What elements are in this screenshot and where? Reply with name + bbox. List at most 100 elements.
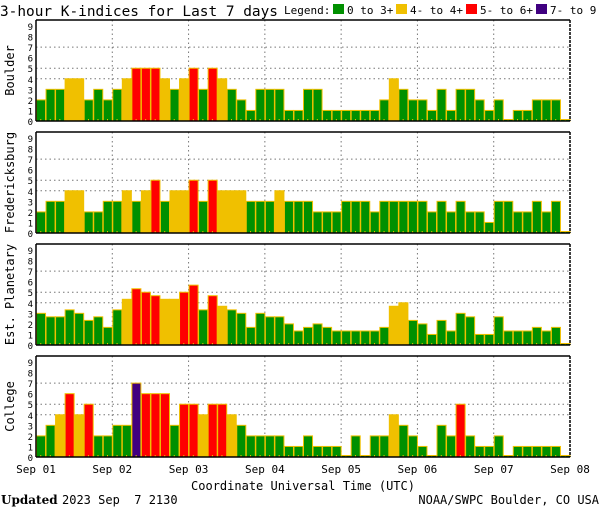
bar-tick [517,231,519,233]
legend-swatch-green [333,4,344,14]
bar [522,330,533,346]
bar-tick [230,119,232,121]
bar [93,435,104,458]
bar [550,326,561,346]
bar-tick [288,231,290,233]
bar-tick [87,119,89,121]
bar [102,200,113,234]
y-tick-label: 7 [28,156,33,166]
bar-tick [345,119,347,121]
bar-tick [87,231,89,233]
bar-tick [478,343,480,345]
bar-tick [49,231,51,233]
bar-tick [545,119,547,121]
bar-tick [297,455,299,457]
chart-title: 3-hour K-indices for Last 7 days [0,4,278,20]
bar-tick [269,343,271,345]
bar [131,67,142,122]
bar [369,211,380,234]
y-tick-label: 5 [28,289,33,299]
bar-tick [402,343,404,345]
legend-item-2: 5- to 6+ [480,4,533,17]
bar [64,393,75,458]
bar-tick [221,119,223,121]
bar-tick [307,455,309,457]
bar [121,298,132,346]
bar [217,305,228,346]
bar [379,326,390,346]
bar [112,424,123,458]
bar [303,200,314,234]
bar [236,424,247,458]
bar-tick [250,119,252,121]
bar-tick [345,343,347,345]
bar-tick [326,231,328,233]
bar-tick [297,231,299,233]
bar [255,200,266,234]
bar [322,211,333,234]
bar [465,316,476,346]
bar-tick [40,343,42,345]
y-tick-label: 0 [28,342,33,352]
bar-tick [116,455,118,457]
bar-tick [440,231,442,233]
bar [217,403,228,458]
x-tick-label: Sep 01 [16,463,56,476]
bar-tick [517,343,519,345]
bar [93,88,104,122]
bar-tick [240,343,242,345]
bar-tick [97,231,99,233]
bar [531,326,542,346]
bar [436,200,447,234]
y-tick-label: 4 [28,76,33,86]
bar [455,200,466,234]
bar [465,435,476,458]
bar [236,312,247,346]
bar-tick [164,119,166,121]
bar-tick [87,343,89,345]
source-credit: NOAA/SWPC Boulder, CO USA [418,493,599,507]
bar [121,190,132,234]
bar [226,88,237,122]
updated-label: Updated [1,493,58,507]
bar-tick [517,119,519,121]
bar [541,99,552,122]
bar-tick [211,119,213,121]
bar-tick [555,343,557,345]
bar-tick [278,231,280,233]
bar-tick [469,343,471,345]
y-tick-label: 6 [28,391,33,401]
x-tick-label: Sep 06 [398,463,438,476]
bar [121,78,132,122]
bar-tick [154,119,156,121]
updated-value: 2023 Sep 7 2130 [62,493,178,507]
y-tick-label: 2 [28,209,33,219]
y-tick-label: 8 [28,34,33,44]
bar [541,211,552,234]
bar-tick [421,231,423,233]
bar [226,414,237,458]
bar-tick [488,231,490,233]
bar-tick [488,119,490,121]
bar-tick [250,343,252,345]
bar-tick [240,119,242,121]
bar-tick [326,455,328,457]
bar [188,403,199,458]
bar-tick [40,455,42,457]
bar [388,200,399,234]
bar [188,284,199,346]
bar-tick [192,343,194,345]
bar [207,403,218,458]
bar [198,200,209,234]
y-tick-label: 8 [28,258,33,268]
bar-tick [469,455,471,457]
bar-tick [326,343,328,345]
y-tick-label: 8 [28,370,33,380]
y-tick-label: 0 [28,230,33,240]
bar [245,326,256,346]
bar-tick [507,455,509,457]
bar [179,291,190,346]
bar-tick [459,343,461,345]
bar-tick [126,231,128,233]
bar [455,403,466,458]
